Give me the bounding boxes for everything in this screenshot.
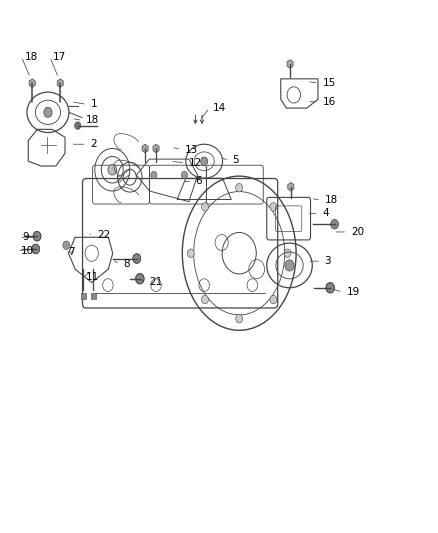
Text: 20: 20 bbox=[350, 227, 363, 237]
Text: 8: 8 bbox=[123, 259, 130, 269]
Circle shape bbox=[32, 244, 39, 254]
Text: 18: 18 bbox=[25, 52, 38, 61]
Circle shape bbox=[181, 171, 187, 179]
Text: 11: 11 bbox=[86, 272, 99, 282]
Circle shape bbox=[133, 254, 141, 263]
Text: 18: 18 bbox=[324, 195, 337, 205]
Circle shape bbox=[201, 295, 208, 304]
Circle shape bbox=[201, 203, 208, 211]
Text: 4: 4 bbox=[321, 208, 328, 219]
Text: 15: 15 bbox=[321, 78, 335, 88]
Text: 2: 2 bbox=[90, 139, 97, 149]
Circle shape bbox=[150, 171, 156, 179]
Circle shape bbox=[235, 183, 242, 192]
Circle shape bbox=[136, 274, 144, 284]
Circle shape bbox=[269, 295, 276, 304]
Circle shape bbox=[330, 220, 338, 229]
Text: 10: 10 bbox=[20, 246, 33, 255]
Text: 18: 18 bbox=[86, 115, 99, 125]
Circle shape bbox=[63, 241, 70, 249]
Circle shape bbox=[269, 203, 276, 211]
Circle shape bbox=[44, 107, 52, 117]
Text: 17: 17 bbox=[53, 52, 66, 61]
Text: 14: 14 bbox=[212, 103, 226, 113]
Circle shape bbox=[325, 283, 333, 293]
Text: 19: 19 bbox=[346, 287, 359, 297]
Circle shape bbox=[74, 122, 81, 130]
Text: 7: 7 bbox=[68, 247, 75, 257]
Text: 12: 12 bbox=[188, 158, 201, 168]
Circle shape bbox=[235, 314, 242, 323]
Text: 16: 16 bbox=[321, 96, 335, 107]
Circle shape bbox=[108, 165, 117, 175]
Text: 5: 5 bbox=[232, 155, 239, 165]
Circle shape bbox=[284, 260, 293, 271]
Text: 1: 1 bbox=[90, 99, 97, 109]
Text: 21: 21 bbox=[149, 278, 162, 287]
Text: 3: 3 bbox=[324, 256, 330, 266]
Circle shape bbox=[33, 231, 41, 241]
Circle shape bbox=[200, 157, 207, 165]
Circle shape bbox=[283, 249, 290, 257]
Text: 6: 6 bbox=[195, 176, 201, 187]
Text: 13: 13 bbox=[184, 144, 197, 155]
Text: 22: 22 bbox=[97, 230, 110, 240]
Text: 9: 9 bbox=[22, 232, 29, 243]
Circle shape bbox=[187, 249, 194, 257]
